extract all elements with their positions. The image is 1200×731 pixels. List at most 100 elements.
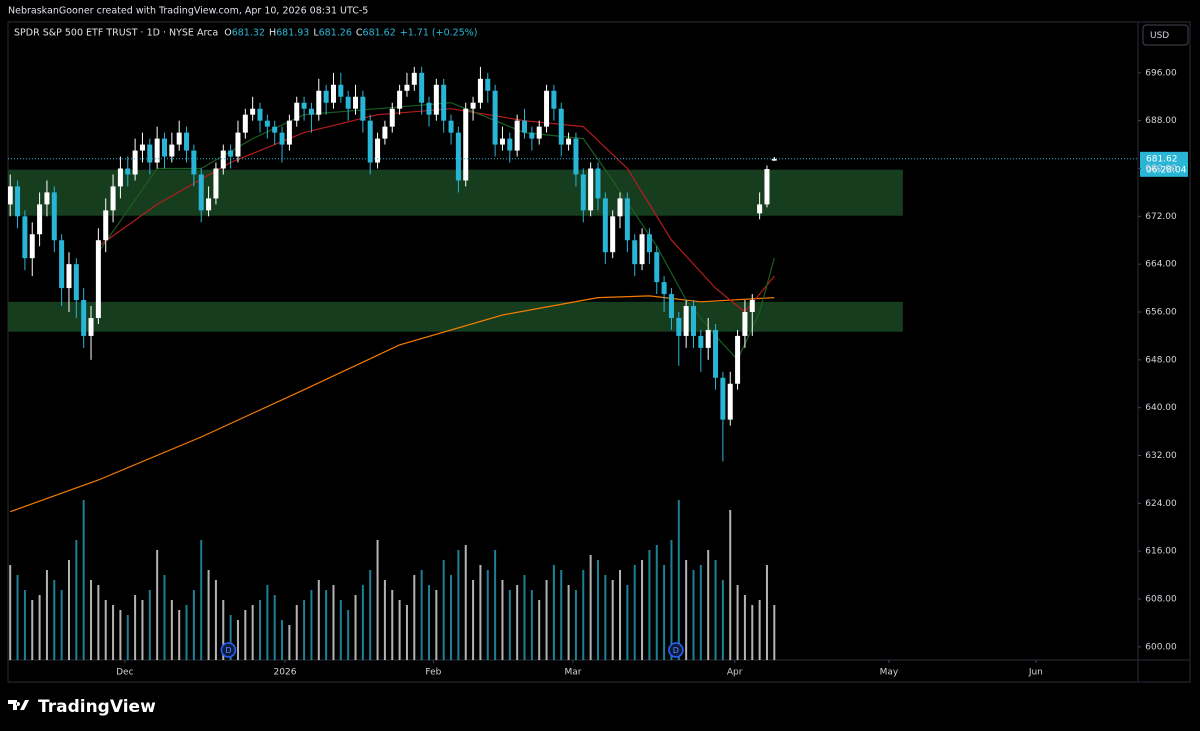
volume-bar: [60, 590, 63, 660]
candle-body: [595, 168, 601, 199]
candle-body: [558, 108, 564, 145]
volume-bar: [516, 585, 519, 660]
volume-bar: [134, 595, 137, 660]
volume-bar: [259, 600, 262, 660]
volume-bar: [655, 545, 658, 660]
candle-body: [8, 186, 13, 205]
volume-bar: [192, 590, 195, 660]
candle-body: [749, 300, 755, 312]
candle-body: [132, 150, 138, 175]
candle-body: [771, 158, 777, 161]
volume-bar: [354, 595, 357, 660]
candle-body: [742, 312, 748, 336]
candle-body: [330, 84, 336, 103]
candle-body: [705, 329, 711, 348]
ohlc-value: 681.26: [319, 28, 352, 39]
candle-body: [514, 120, 520, 151]
legend: SPDR S&P 500 ETF TRUST · 1D · NYSE Arca …: [14, 28, 477, 39]
volume-bar: [619, 570, 622, 660]
volume-bar: [90, 580, 93, 660]
candle-body: [169, 144, 175, 157]
volume-bar: [156, 550, 159, 660]
candle-body: [316, 90, 322, 115]
candle-body: [235, 132, 241, 157]
currency-box[interactable]: [1142, 24, 1189, 46]
volume-bar: [273, 595, 276, 660]
x-tick-label: May: [880, 668, 899, 678]
y-tick-label: 616.00: [1145, 547, 1177, 557]
volume-bar: [339, 600, 342, 660]
ma-line: [9, 295, 775, 513]
candle-body: [477, 78, 483, 103]
y-tick-label: 680.00: [1145, 164, 1177, 174]
candle-body: [492, 90, 498, 145]
brand-logo: [8, 700, 29, 710]
volume-bar: [494, 550, 497, 660]
volume-bar: [472, 580, 475, 660]
candle-body: [294, 102, 300, 121]
candle-body: [610, 216, 616, 253]
candle-body: [161, 138, 167, 157]
volume-bar: [347, 610, 350, 660]
volume-bar: [530, 590, 533, 660]
volume-bar: [141, 600, 144, 660]
candle-body: [433, 84, 439, 115]
volume-bar: [126, 615, 129, 660]
ohlc-letter: O: [224, 28, 231, 39]
candle-body: [338, 84, 344, 97]
volume-bar: [16, 575, 19, 660]
volume-bar: [251, 605, 254, 660]
volume-bar: [751, 605, 754, 660]
volume-bar: [508, 590, 511, 660]
volume-bar: [721, 580, 724, 660]
symbol: SPDR S&P 500 ETF TRUST · 1D · NYSE Arca: [14, 28, 218, 39]
volume-bar: [45, 570, 48, 660]
candle-body: [507, 138, 513, 151]
y-tick-label: 672.00: [1145, 212, 1177, 222]
candle-body: [154, 138, 160, 163]
attribution: NebraskanGooner created with TradingView…: [8, 6, 368, 17]
candle-body: [668, 294, 674, 318]
candle-body: [463, 108, 469, 181]
candle-body: [522, 120, 528, 133]
candle-body: [117, 168, 123, 187]
candle-body: [250, 108, 256, 115]
volume-bar: [325, 590, 328, 660]
dividend-marker: [668, 642, 684, 658]
volume-bar: [589, 555, 592, 660]
candle-body: [470, 102, 476, 109]
volume-bar: [361, 585, 364, 660]
candle-body: [397, 90, 403, 109]
y-tick-label: 696.00: [1145, 68, 1177, 78]
candle-body: [485, 78, 491, 91]
volume-bar: [369, 570, 372, 660]
volume-bar: [743, 595, 746, 660]
candle-body: [147, 144, 153, 163]
candle-body: [88, 317, 94, 336]
candle-body: [411, 72, 417, 85]
x-tick-label: 2026: [274, 668, 297, 678]
candle-body: [59, 240, 65, 289]
plot-area: [8, 66, 1138, 660]
candle-body: [308, 108, 314, 115]
x-tick-label: Jun: [1028, 668, 1043, 678]
dividend-marker: [220, 642, 237, 658]
volume-bar: [288, 625, 291, 660]
y-tick-label: 656.00: [1145, 308, 1177, 318]
candle-body: [654, 252, 660, 283]
candle-body: [345, 96, 351, 109]
volume-bar: [405, 605, 408, 660]
volume-bar: [266, 585, 269, 660]
volume-bar: [692, 570, 695, 660]
last-price-box: [1140, 151, 1188, 177]
candle-body: [404, 84, 410, 91]
candle-body: [286, 120, 292, 145]
volume-bar: [97, 585, 100, 660]
volume-bar: [663, 565, 666, 660]
candle-body: [382, 126, 388, 139]
candle-body: [198, 174, 204, 211]
x-tick-label: Apr: [727, 668, 743, 678]
last-price-label: 681.62: [1146, 154, 1178, 164]
y-tick-label: 608.00: [1145, 595, 1177, 605]
volume-bar: [501, 580, 504, 660]
